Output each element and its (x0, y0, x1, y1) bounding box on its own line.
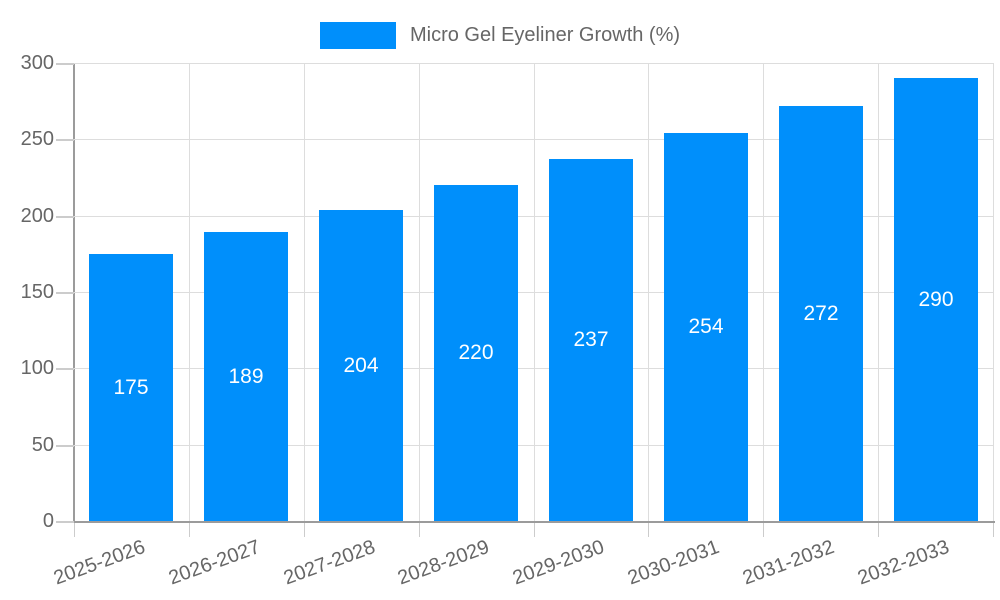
bar-value-label: 272 (803, 301, 839, 325)
y-axis-tick-label: 0 (42, 510, 54, 532)
legend-label: Micro Gel Eyeliner Growth (%) (409, 24, 681, 46)
x-axis-tick (878, 523, 879, 537)
y-axis-tick (56, 139, 74, 141)
y-axis-line (73, 63, 75, 523)
bar-value-label: 237 (573, 328, 609, 351)
y-axis-tick (56, 216, 74, 218)
bar[interactable]: 189 (204, 232, 288, 521)
gridline-vertical (419, 63, 420, 521)
bar-value-label: 220 (458, 341, 494, 364)
x-axis-tick (993, 523, 994, 537)
x-axis-category-label: 2028-2029 (395, 536, 493, 590)
x-axis-category-label: 2026-2027 (165, 536, 263, 590)
bar[interactable]: 220 (434, 185, 518, 521)
y-axis-tick (56, 521, 74, 523)
y-axis-tick-label: 200 (20, 205, 54, 227)
bar-value-label: 254 (688, 315, 724, 338)
gridline-horizontal (74, 368, 993, 369)
x-axis-category-label: 2025-2026 (50, 536, 148, 590)
bar[interactable]: 290 (894, 78, 978, 521)
y-axis-tick-label: 100 (20, 357, 54, 379)
x-axis-tick (74, 523, 75, 537)
bar-value-label: 189 (228, 364, 264, 388)
y-axis-tick (56, 368, 74, 370)
gridline-vertical (993, 63, 994, 521)
y-axis-tick (56, 63, 74, 65)
x-axis-category-label: 2031-2032 (739, 536, 838, 590)
gridline-horizontal (74, 216, 993, 217)
bar[interactable]: 254 (664, 133, 748, 521)
x-axis-category-label: 2027-2028 (280, 536, 378, 590)
x-axis-tick (648, 523, 649, 537)
y-axis-tick-label: 300 (20, 52, 54, 74)
gridline-horizontal (74, 445, 993, 446)
gridline-horizontal (74, 292, 993, 293)
bar-value-label: 175 (113, 375, 149, 399)
x-axis-tick (534, 523, 535, 537)
gridline-vertical (878, 63, 879, 521)
bar[interactable]: 175 (89, 254, 173, 521)
gridline-vertical (304, 63, 305, 521)
bar[interactable]: 272 (779, 106, 863, 521)
x-axis-category-label: 2030-2031 (624, 536, 723, 590)
y-axis-tick-label: 50 (31, 434, 54, 456)
y-axis-tick-label: 250 (20, 128, 54, 150)
gridline-horizontal (74, 139, 993, 140)
gridline-vertical (189, 63, 190, 521)
legend-swatch-icon (319, 21, 396, 49)
gridline-vertical (648, 63, 649, 521)
bar[interactable]: 204 (319, 210, 403, 521)
x-axis-tick (304, 523, 305, 537)
x-axis-tick (763, 523, 764, 537)
x-axis-category-label: 2029-2030 (510, 536, 608, 590)
bar-value-label: 290 (918, 287, 954, 311)
legend[interactable]: Micro Gel Eyeliner Growth (%) (0, 21, 1000, 49)
gridline-horizontal (74, 63, 993, 64)
bar-value-label: 204 (343, 353, 379, 377)
x-axis-category-label: 2032-2033 (854, 536, 953, 590)
x-axis-tick (189, 523, 190, 537)
gridline-vertical (534, 63, 535, 521)
y-axis-tick-label: 150 (20, 281, 54, 303)
x-axis-line (73, 521, 995, 523)
y-axis-tick (56, 445, 74, 447)
bar[interactable]: 237 (549, 159, 633, 521)
x-axis-tick (419, 523, 420, 537)
gridline-vertical (763, 63, 764, 521)
y-axis-tick (56, 292, 74, 294)
